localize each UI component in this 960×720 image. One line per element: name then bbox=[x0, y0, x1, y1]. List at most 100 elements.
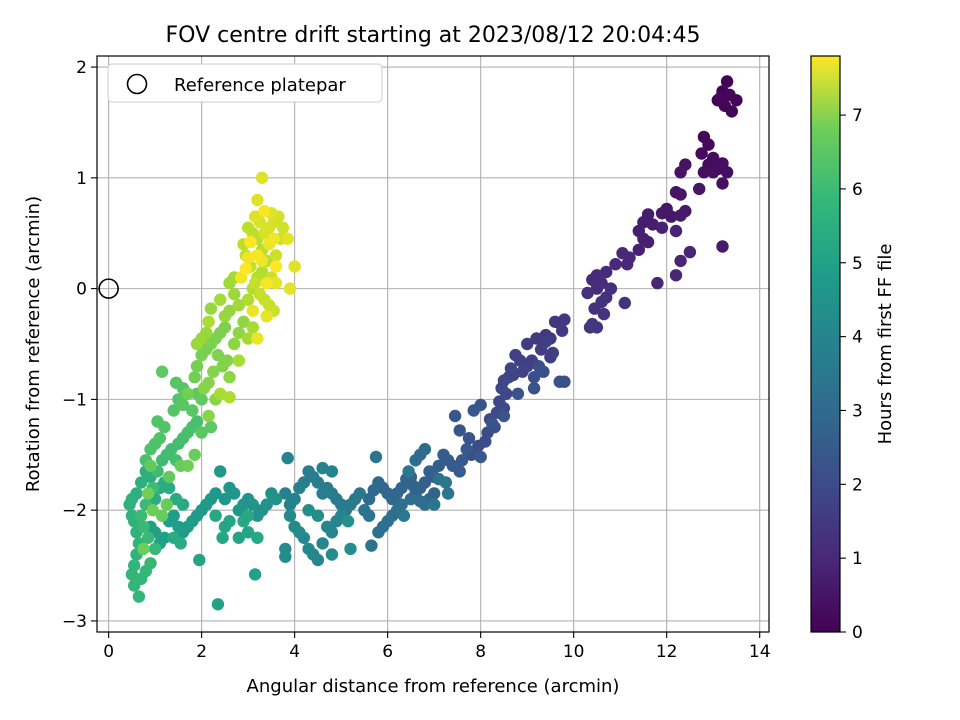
colorbar-tick-label: 2 bbox=[852, 475, 863, 495]
scatter-point bbox=[669, 224, 683, 238]
scatter-point bbox=[716, 177, 729, 190]
scatter-point bbox=[665, 210, 678, 223]
scatter-point bbox=[423, 465, 436, 478]
scatter-point bbox=[167, 531, 180, 544]
scatter-point bbox=[530, 332, 543, 345]
y-axis-ticks: −3 −2 −1 0 1 2 bbox=[62, 58, 97, 632]
colorbar-tick-label: 3 bbox=[852, 401, 863, 421]
scatter-point bbox=[341, 515, 355, 528]
scatter-point bbox=[720, 75, 734, 88]
scatter-point bbox=[218, 310, 232, 323]
legend: Reference platepar bbox=[107, 63, 383, 103]
scatter-point bbox=[693, 182, 706, 196]
scatter-point bbox=[281, 232, 294, 245]
scatter-point bbox=[472, 439, 485, 453]
x-tick-label: 0 bbox=[103, 642, 114, 662]
scatter-point bbox=[293, 481, 306, 495]
scatter-point bbox=[211, 348, 225, 362]
legend-label: Reference platepar bbox=[174, 75, 346, 96]
scatter-point bbox=[548, 315, 562, 328]
scatter-point bbox=[251, 531, 264, 544]
scatter-point bbox=[362, 509, 376, 522]
scatter-point bbox=[241, 332, 255, 345]
scatter-point bbox=[674, 209, 687, 222]
scatter-point bbox=[467, 404, 480, 417]
scatter-point bbox=[211, 598, 225, 611]
scatter-point bbox=[258, 204, 271, 218]
scatter-point bbox=[218, 492, 232, 506]
scatter-point bbox=[616, 247, 629, 260]
scatter-point bbox=[248, 210, 262, 223]
scatter-point bbox=[674, 166, 687, 179]
scatter-point bbox=[302, 542, 315, 556]
reference-point-marker bbox=[98, 278, 119, 299]
scatter-point bbox=[167, 404, 180, 417]
scatter-point bbox=[590, 282, 604, 295]
x-tick-label: 2 bbox=[196, 642, 207, 662]
legend-box bbox=[107, 63, 383, 103]
scatter-point bbox=[521, 337, 534, 351]
y-tick-label: −2 bbox=[62, 501, 87, 521]
scatter-point bbox=[720, 166, 734, 179]
scatter-point bbox=[155, 509, 169, 522]
scatter-point bbox=[316, 537, 329, 550]
scatter-point bbox=[214, 465, 227, 478]
scatter-point bbox=[316, 461, 329, 475]
colorbar-ticks: 0 1 2 3 4 5 6 7 bbox=[840, 106, 863, 643]
scatter-point bbox=[244, 235, 257, 249]
scatter-point bbox=[621, 258, 634, 271]
scatter-point bbox=[241, 221, 255, 234]
scatter-point bbox=[232, 354, 245, 367]
scatter-point bbox=[609, 258, 622, 271]
scatter-point bbox=[462, 432, 476, 445]
scatter-point bbox=[218, 321, 232, 334]
scatter-point bbox=[269, 249, 283, 262]
grid-lines bbox=[97, 56, 769, 632]
scatter-point bbox=[232, 299, 245, 312]
scatter-point bbox=[553, 375, 566, 388]
scatter-point bbox=[190, 337, 204, 351]
scatter-point bbox=[723, 88, 736, 102]
scatter-point bbox=[202, 409, 215, 423]
scatter-point bbox=[169, 376, 183, 389]
scatter-point bbox=[214, 387, 227, 400]
colorbar-tick-label: 1 bbox=[852, 549, 863, 569]
scatter-point bbox=[255, 171, 269, 184]
scatter-point bbox=[195, 426, 208, 439]
x-tick-label: 6 bbox=[382, 642, 393, 662]
scatter-point bbox=[255, 265, 269, 279]
scatter-point bbox=[365, 539, 378, 552]
scatter-point bbox=[655, 207, 669, 220]
scatter-point bbox=[404, 492, 418, 506]
scatter-point bbox=[441, 487, 455, 500]
scatter-point bbox=[555, 324, 569, 337]
scatter-point bbox=[237, 315, 250, 328]
scatter-point bbox=[160, 498, 173, 511]
y-tick-label: 1 bbox=[76, 169, 87, 189]
scatter-point bbox=[453, 424, 466, 437]
scatter-point bbox=[190, 415, 204, 428]
x-tick-label: 10 bbox=[563, 642, 585, 662]
scatter-point bbox=[316, 487, 329, 500]
scatter-point bbox=[267, 232, 280, 245]
scatter-point bbox=[162, 470, 176, 484]
legend-marker-icon bbox=[126, 73, 148, 95]
scatter-point bbox=[527, 371, 541, 384]
scatter-point bbox=[281, 451, 294, 465]
scatter-point bbox=[202, 315, 215, 328]
scatter-point bbox=[142, 487, 155, 500]
scatter-point bbox=[232, 504, 245, 517]
scatter-point bbox=[218, 520, 232, 533]
scatter-point bbox=[193, 553, 206, 567]
scatter-point bbox=[302, 504, 315, 517]
scatter-point bbox=[632, 243, 645, 256]
scatter-point bbox=[302, 465, 315, 478]
scatter-point bbox=[439, 476, 452, 489]
scatter-point bbox=[188, 371, 201, 384]
scatter-point bbox=[246, 304, 259, 317]
scatter-point bbox=[144, 557, 157, 570]
chart-title: FOV centre drift starting at 2023/08/12 … bbox=[166, 23, 701, 48]
scatter-point bbox=[486, 417, 499, 430]
scatter-point bbox=[695, 147, 708, 160]
scatter-point bbox=[707, 166, 720, 179]
